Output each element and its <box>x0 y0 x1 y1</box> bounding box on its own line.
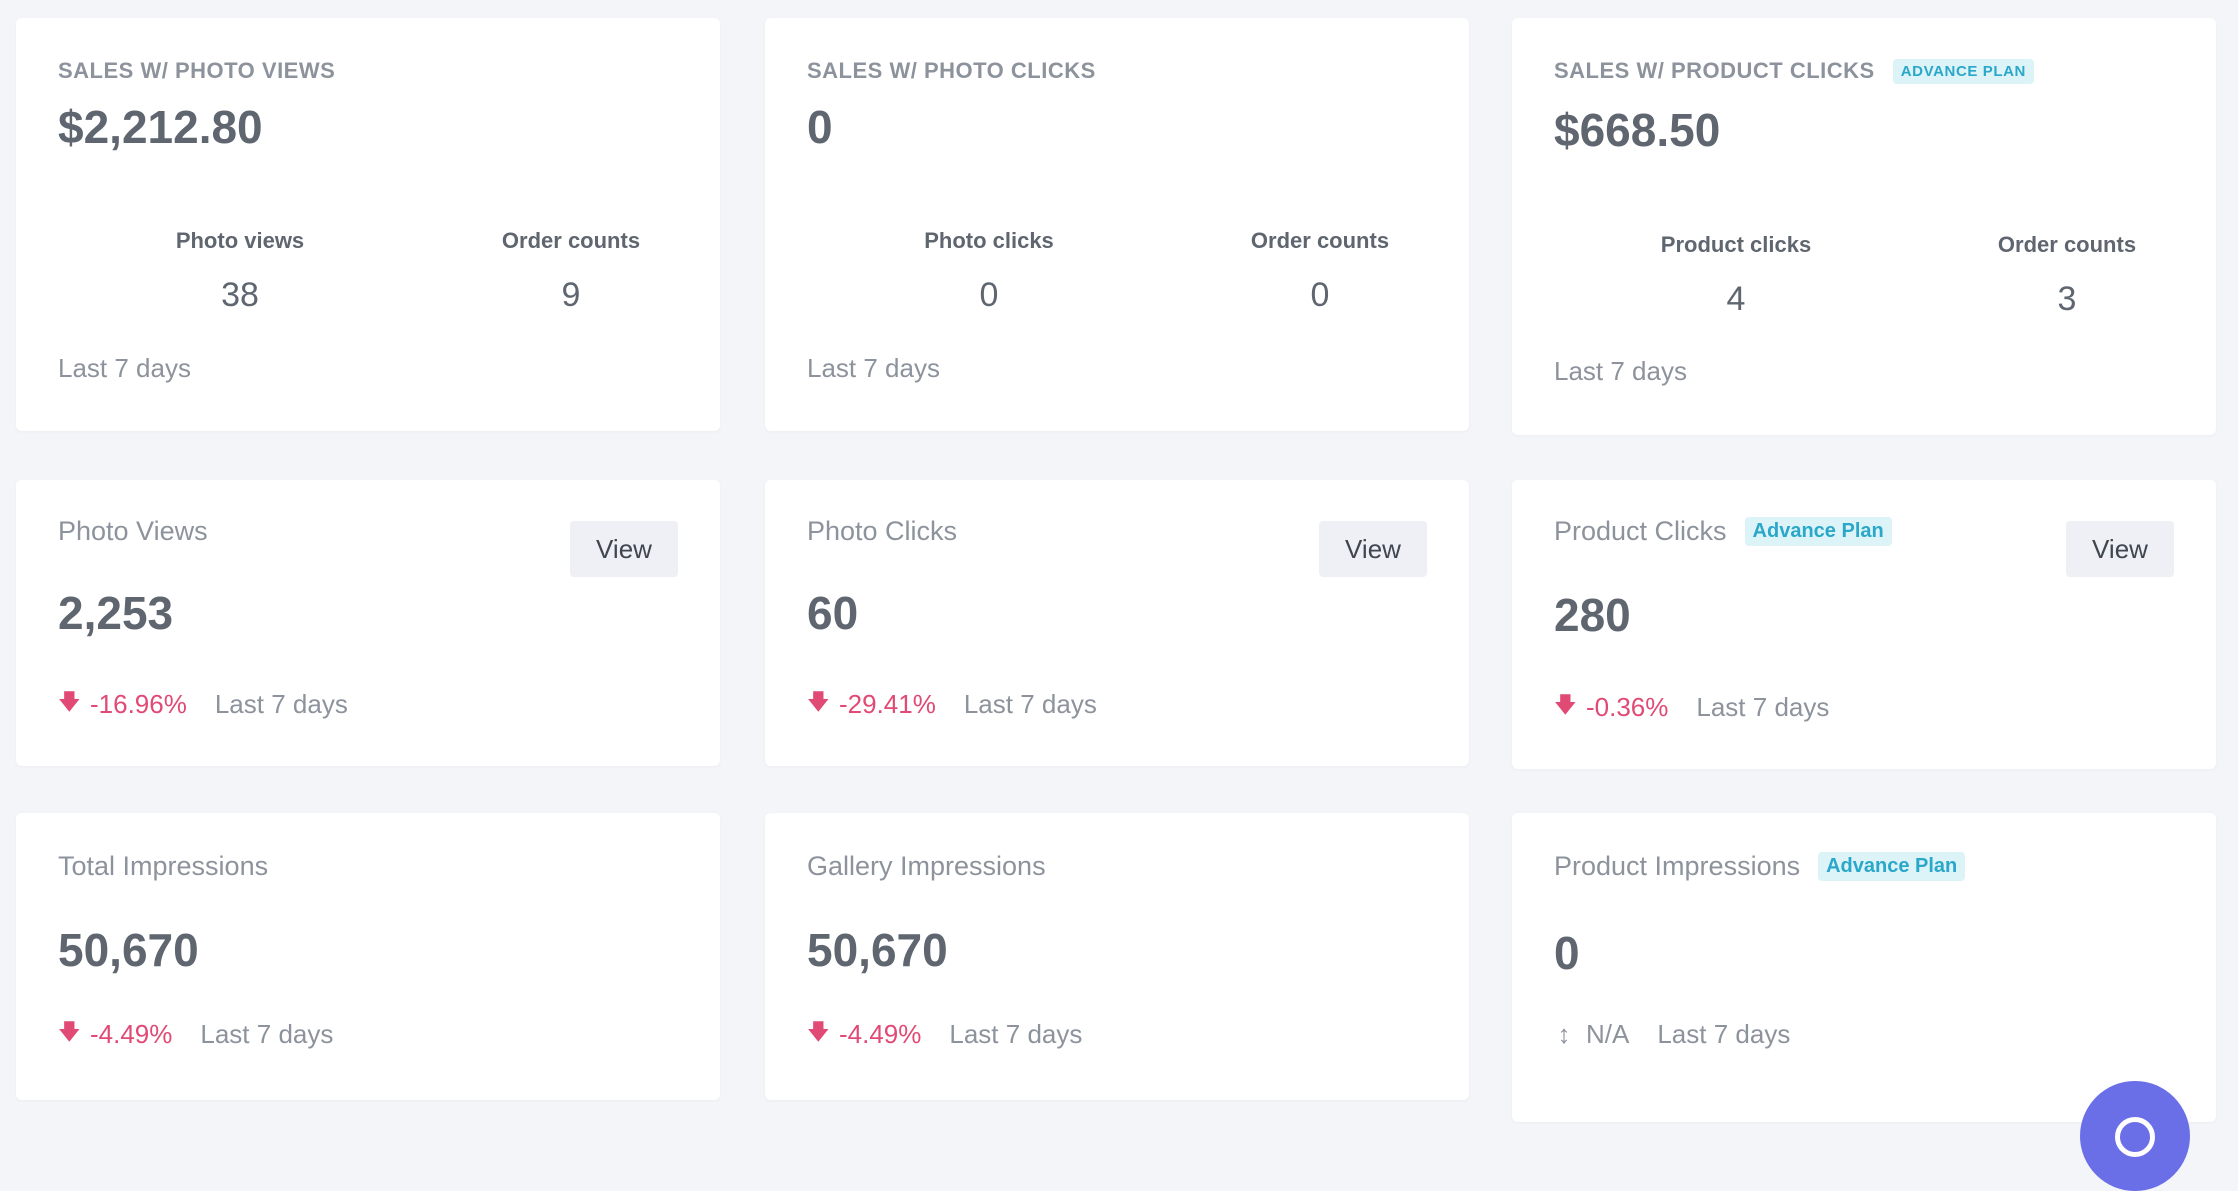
card-title: Total Impressions <box>58 851 268 882</box>
stat-product-clicks: Product clicks 4 <box>1616 232 1856 319</box>
card-title: Photo Views <box>58 516 208 547</box>
advance-plan-badge: Advance Plan <box>1818 852 1966 881</box>
stat-label: Order counts <box>1250 228 1390 253</box>
caption-text: SALES W/ PRODUCT CLICKS <box>1554 58 1875 83</box>
chat-button[interactable] <box>2080 1081 2190 1191</box>
stat-value: 0 <box>1310 276 1330 314</box>
arrow-up-down-icon: ↕ <box>1557 1019 1571 1049</box>
period-label: Last 7 days <box>1696 691 1830 722</box>
period-label: Last 7 days <box>200 1018 334 1049</box>
caption-text: SALES W/ PHOTO CLICKS <box>807 58 1096 83</box>
stat-value: 4 <box>1726 280 1746 318</box>
gallery-impressions-card: Gallery Impressions 50,670 🡇 -4.49% Last… <box>765 813 1469 1100</box>
arrow-down-icon: 🡇 <box>58 689 81 714</box>
card-title-text: Total Impressions <box>58 851 269 881</box>
photo-views-card: Photo Views View 2,253 🡇 -16.96% Last 7 … <box>16 480 720 766</box>
stat-value: 38 <box>221 276 259 314</box>
stat-value: 9 <box>561 276 581 314</box>
card-title-text: Photo Clicks <box>807 516 958 546</box>
view-product-clicks-button[interactable]: View <box>2066 521 2174 577</box>
card-title: Photo Clicks <box>807 516 957 547</box>
card-caption: SALES W/ PRODUCT CLICKS ADVANCE PLAN <box>1554 58 2034 84</box>
chat-icon <box>2115 1117 2155 1157</box>
stat-order-counts: Order counts 9 <box>451 228 691 315</box>
change-percent: -4.49% <box>839 1018 922 1049</box>
change-percent: -4.49% <box>90 1018 173 1049</box>
card-title: Gallery Impressions <box>807 851 1046 882</box>
change-row: 🡇 -4.49% Last 7 days <box>58 1015 333 1053</box>
card-title-text: Product Impressions <box>1554 851 1801 881</box>
metric-value: 2,253 <box>58 587 174 639</box>
card-title-text: Photo Views <box>58 516 208 546</box>
arrow-down-icon: 🡇 <box>1554 692 1577 717</box>
change-row: 🡇 -4.49% Last 7 days <box>807 1015 1082 1053</box>
metric-value: 280 <box>1554 589 1631 641</box>
view-photo-clicks-button[interactable]: View <box>1319 521 1427 577</box>
period-label: Last 7 days <box>1657 1019 1791 1049</box>
stat-photo-clicks: Photo clicks 0 <box>869 228 1109 315</box>
stat-label: Product clicks <box>1660 232 1812 257</box>
card-title-text: Product Clicks <box>1554 516 1727 546</box>
photo-clicks-card: Photo Clicks View 60 🡇 -29.41% Last 7 da… <box>765 480 1469 766</box>
advance-plan-badge: ADVANCE PLAN <box>1892 58 2034 84</box>
sales-photo-clicks-card: SALES W/ PHOTO CLICKS 0 Photo clicks 0 O… <box>765 18 1469 431</box>
period-label: Last 7 days <box>963 688 1097 719</box>
total-impressions-card: Total Impressions 50,670 🡇 -4.49% Last 7… <box>16 813 720 1100</box>
card-title: Product Impressions Advance Plan <box>1554 851 1966 882</box>
sales-photo-views-card: SALES W/ PHOTO VIEWS $2,212.80 Photo vie… <box>16 18 720 431</box>
sales-amount: $668.50 <box>1554 104 1721 156</box>
change-percent: N/A <box>1586 1019 1630 1049</box>
change-row: 🡇 -0.36% Last 7 days <box>1554 688 1829 726</box>
metric-value: 0 <box>1554 927 1580 979</box>
stat-label: Photo clicks <box>924 228 1054 253</box>
caption-text: SALES W/ PHOTO VIEWS <box>58 58 336 83</box>
period-label: Last 7 days <box>214 688 348 719</box>
advance-plan-badge: Advance Plan <box>1744 517 1892 546</box>
period-label: Last 7 days <box>807 353 940 383</box>
card-title-text: Gallery Impressions <box>807 851 1046 881</box>
metric-value: 60 <box>807 587 859 639</box>
stat-order-counts: Order counts 0 <box>1200 228 1440 315</box>
period-label: Last 7 days <box>949 1018 1083 1049</box>
period-label: Last 7 days <box>1554 356 1687 386</box>
sales-amount: 0 <box>807 101 833 153</box>
change-row: ↕ N/A Last 7 days <box>1554 1019 1791 1050</box>
card-title: Product Clicks Advance Plan <box>1554 516 1892 547</box>
stat-label: Order counts <box>1997 232 2137 257</box>
stat-photo-views: Photo views 38 <box>120 228 360 315</box>
sales-amount: $2,212.80 <box>58 101 263 153</box>
card-caption: SALES W/ PHOTO VIEWS <box>58 58 335 84</box>
change-row: 🡇 -16.96% Last 7 days <box>58 685 348 723</box>
arrow-down-icon: 🡇 <box>58 1019 81 1044</box>
card-caption: SALES W/ PHOTO CLICKS <box>807 58 1096 84</box>
change-percent: -16.96% <box>90 688 187 719</box>
stat-value: 3 <box>2057 280 2077 318</box>
view-photo-views-button[interactable]: View <box>570 521 678 577</box>
stat-order-counts: Order counts 3 <box>1947 232 2187 319</box>
product-impressions-card: Product Impressions Advance Plan 0 ↕ N/A… <box>1512 813 2216 1122</box>
change-percent: -0.36% <box>1586 691 1669 722</box>
change-percent: -29.41% <box>839 688 936 719</box>
stat-value: 0 <box>979 276 999 314</box>
metric-value: 50,670 <box>807 924 948 976</box>
metric-value: 50,670 <box>58 924 199 976</box>
stat-label: Order counts <box>501 228 641 253</box>
product-clicks-card: Product Clicks Advance Plan View 280 🡇 -… <box>1512 480 2216 769</box>
arrow-down-icon: 🡇 <box>807 1019 830 1044</box>
stat-label: Photo views <box>175 228 305 253</box>
period-label: Last 7 days <box>58 353 191 383</box>
change-row: 🡇 -29.41% Last 7 days <box>807 685 1097 723</box>
arrow-down-icon: 🡇 <box>807 689 830 714</box>
sales-product-clicks-card: SALES W/ PRODUCT CLICKS ADVANCE PLAN $66… <box>1512 18 2216 435</box>
